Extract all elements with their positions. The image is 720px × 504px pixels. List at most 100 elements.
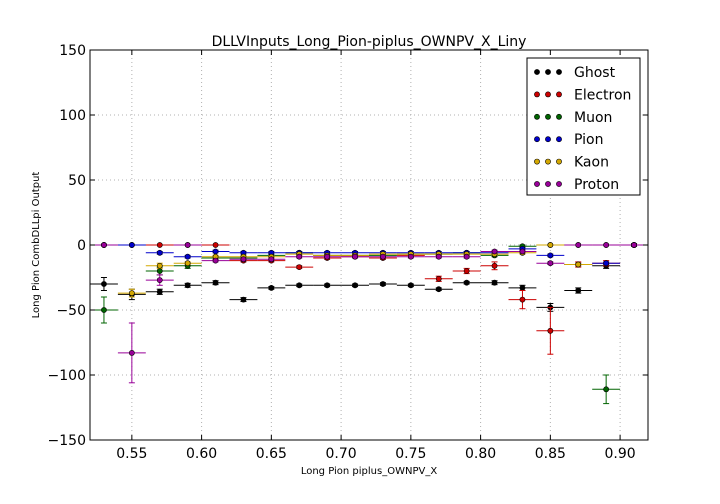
data-point	[324, 282, 331, 289]
x-tick-label: 0.70	[326, 446, 357, 462]
data-point	[380, 281, 386, 287]
x-tick-label: 0.80	[465, 446, 496, 462]
legend-label: Kaon	[574, 155, 609, 171]
data-point	[380, 253, 386, 260]
data-point	[519, 296, 526, 303]
legend-label: Proton	[574, 177, 619, 193]
y-tick-label: −50	[56, 303, 86, 319]
legend-label: Muon	[574, 110, 612, 126]
data-point	[128, 290, 135, 296]
data-point	[407, 282, 414, 289]
data-point	[296, 282, 303, 289]
y-ticks: 150 100 50 0 −50 −100 −150	[48, 43, 648, 449]
data-point	[491, 279, 498, 286]
data-point	[268, 256, 275, 263]
data-point	[603, 242, 610, 248]
data-point	[101, 281, 107, 287]
data-point	[352, 282, 358, 289]
legend-marker	[556, 136, 562, 143]
y-tick-label: −150	[48, 433, 86, 449]
data-point	[212, 248, 219, 255]
data-point	[463, 268, 470, 274]
data-point	[435, 253, 442, 260]
legend-marker	[556, 69, 562, 75]
data-point	[575, 242, 582, 248]
legend-marker	[556, 113, 562, 120]
x-axis-label: Long Pion piplus_OWNPV_X	[301, 466, 438, 477]
y-tick-label: −100	[48, 368, 86, 384]
x-tick-label: 0.60	[186, 446, 217, 462]
legend-marker	[545, 91, 551, 98]
y-tick-label: 50	[68, 173, 86, 189]
legend-label: Pion	[574, 132, 603, 148]
x-ticks: 0.55 0.60 0.65 0.70 0.75 0.80 0.85 0.90	[116, 50, 636, 462]
data-point	[547, 242, 554, 248]
x-tick-label: 0.85	[535, 446, 566, 462]
data-point	[547, 260, 554, 267]
data-point	[463, 279, 470, 286]
data-point	[603, 260, 610, 267]
legend: Ghost Electron Muon Pion Kaon Proton	[526, 57, 641, 196]
data-point	[547, 252, 554, 259]
data-point	[296, 253, 303, 260]
data-point	[435, 275, 442, 282]
y-tick-label: 100	[59, 108, 86, 124]
data-point	[128, 349, 135, 356]
x-tick-label: 0.65	[256, 446, 287, 462]
legend-marker	[545, 69, 551, 75]
y-tick-label: 0	[77, 238, 86, 254]
x-tick-label: 0.55	[116, 446, 147, 462]
data-point	[491, 262, 498, 269]
legend-marker	[556, 181, 562, 187]
legend-marker	[545, 158, 551, 165]
data-point	[435, 286, 442, 293]
data-marks	[90, 242, 648, 405]
legend-marker	[545, 181, 551, 187]
data-point	[101, 242, 107, 248]
data-point	[156, 277, 163, 283]
data-point	[184, 242, 191, 248]
data-point	[547, 327, 554, 334]
legend-marker	[534, 181, 540, 187]
legend-marker	[545, 113, 551, 120]
legend-marker	[534, 69, 540, 75]
legend-label: Ghost	[574, 65, 616, 81]
data-point	[240, 256, 247, 263]
data-point	[184, 282, 191, 289]
data-point	[212, 242, 219, 248]
data-point	[184, 260, 191, 267]
data-point	[156, 268, 163, 274]
data-point	[212, 279, 219, 286]
legend-marker	[534, 136, 540, 143]
legend-label: Electron	[574, 87, 631, 103]
data-point	[352, 253, 358, 260]
data-point	[156, 249, 163, 256]
data-point	[156, 262, 163, 269]
legend-marker	[545, 136, 551, 143]
data-point	[212, 257, 219, 264]
data-point	[156, 242, 163, 248]
data-point	[631, 242, 637, 248]
x-tick-label: 0.75	[395, 446, 426, 462]
series-proton	[90, 242, 648, 384]
data-point	[268, 284, 275, 291]
legend-box	[526, 57, 641, 196]
legend-marker	[534, 91, 540, 98]
data-point	[575, 261, 582, 268]
data-point	[575, 287, 582, 294]
legend-marker	[534, 113, 540, 120]
x-tick-label: 0.90	[605, 446, 636, 462]
data-point	[184, 253, 191, 260]
y-tick-label: 150	[59, 43, 86, 59]
data-point	[463, 253, 470, 260]
data-point	[603, 386, 610, 393]
data-point	[407, 253, 414, 260]
chart-title: DLLVInputs_Long_Pion-piplus_OWNPV_X_Liny	[212, 34, 527, 50]
legend-marker	[534, 158, 540, 165]
data-point	[101, 307, 107, 313]
data-point	[156, 288, 163, 295]
legend-marker	[556, 91, 562, 98]
data-point	[519, 284, 526, 291]
data-point	[128, 242, 135, 248]
